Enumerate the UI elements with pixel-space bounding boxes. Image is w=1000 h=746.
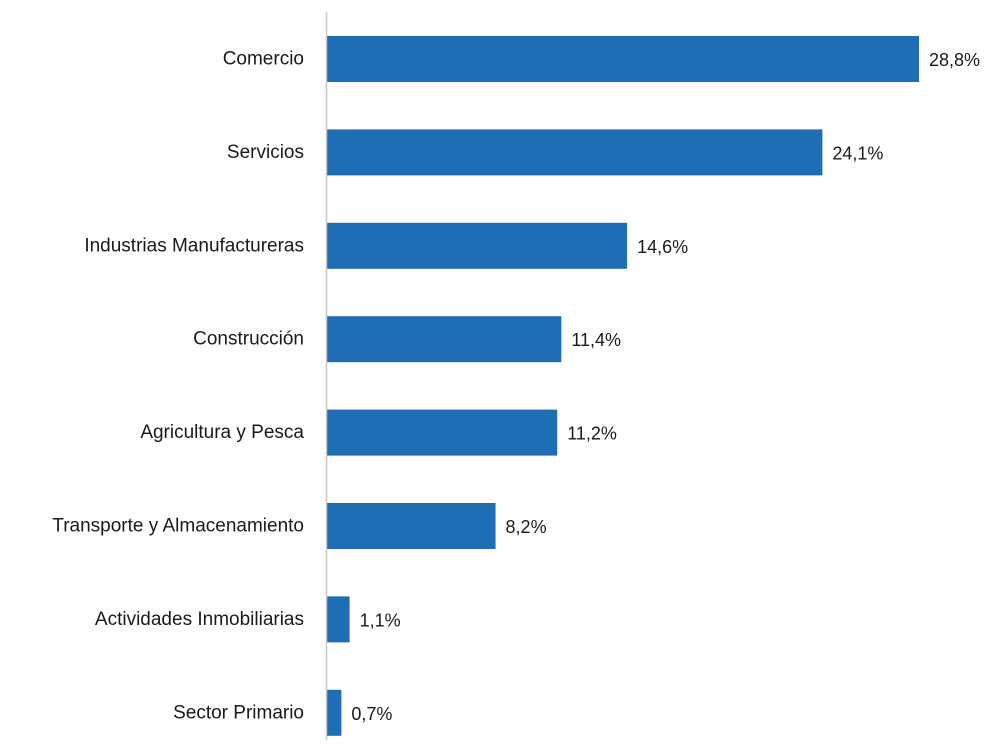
bars-layer [327, 36, 919, 736]
value-label: 1,1% [360, 610, 401, 630]
value-labels: 28,8% 24,1% 14,6% 11,4% 11,2% 8,2% 1,1% 0,7% [351, 50, 980, 724]
bar-5 [327, 503, 496, 549]
bar-3 [327, 316, 562, 363]
value-label: 14,6% [637, 237, 688, 257]
category-label: Agricultura y Pesca [140, 422, 304, 443]
bar-4 [327, 409, 558, 456]
bar-0 [327, 36, 919, 82]
bar-1 [327, 129, 823, 176]
category-label: Construcción [193, 329, 304, 350]
category-label: Transporte y Almacenamiento [52, 516, 304, 537]
category-label: Actividades Inmobiliarias [95, 609, 304, 630]
category-label: Industrias Manufactureras [84, 235, 304, 256]
category-labels: Comercio Servicios Industrias Manufacturer… [52, 49, 304, 724]
bar-7 [327, 689, 342, 736]
bar-2 [327, 222, 628, 269]
category-label: Servicios [227, 142, 304, 163]
value-label: 8,2% [506, 517, 547, 537]
category-label: Sector Primario [173, 702, 304, 723]
value-label: 0,7% [351, 704, 392, 724]
category-label: Comercio [223, 49, 304, 70]
value-label: 28,8% [929, 50, 980, 70]
value-label: 11,2% [567, 424, 617, 444]
value-label: 11,4% [571, 330, 621, 350]
bar-6 [327, 596, 350, 643]
value-label: 24,1% [832, 143, 883, 163]
